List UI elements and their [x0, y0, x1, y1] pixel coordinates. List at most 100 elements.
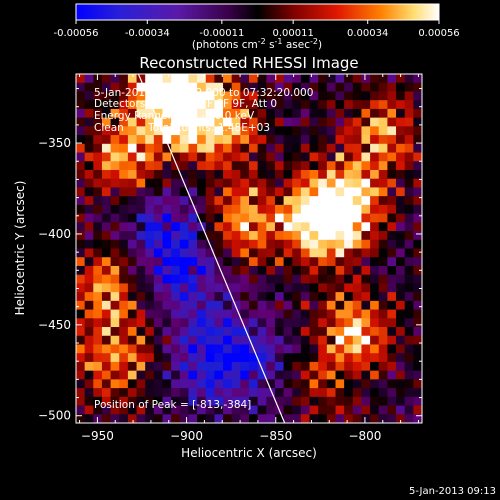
- heatmap-cell: [335, 161, 345, 171]
- heatmap-cell: [274, 396, 285, 407]
- heatmap-cell: [162, 344, 172, 354]
- heatmap-cell: [84, 231, 94, 241]
- heatmap-cell: [404, 300, 414, 311]
- heatmap-cell: [274, 292, 285, 302]
- heatmap-cell: [370, 161, 380, 171]
- heatmap-cell: [352, 353, 363, 363]
- heatmap-cell: [352, 74, 363, 84]
- heatmap-cell: [370, 117, 380, 127]
- heatmap-cell: [257, 370, 267, 380]
- heatmap-cell: [214, 91, 224, 101]
- heatmap-cell: [179, 169, 190, 180]
- heatmap-cell: [257, 405, 267, 415]
- heatmap-cell: [93, 82, 103, 93]
- heatmap-cell: [145, 318, 155, 328]
- heatmap-cell: [214, 108, 224, 119]
- heatmap-cell: [205, 388, 215, 398]
- heatmap-cell: [179, 414, 190, 423]
- heatmap-cell: [404, 379, 414, 389]
- heatmap-cell: [266, 353, 276, 363]
- heatmap-cell: [231, 318, 241, 328]
- heatmap-cell: [413, 370, 422, 380]
- heatmap-cell: [344, 239, 354, 250]
- heatmap-cell: [127, 388, 138, 398]
- heatmap-cell: [300, 161, 311, 171]
- heatmap-cell: [292, 204, 302, 215]
- heatmap-cell: [153, 187, 164, 197]
- heatmap-cell: [352, 327, 363, 337]
- heatmap-cell: [231, 117, 241, 127]
- heatmap-cell: [361, 292, 371, 302]
- heatmap-cell: [370, 126, 380, 136]
- heatmap-cell: [300, 126, 311, 136]
- heatmap-cell: [370, 344, 380, 354]
- heatmap-cell: [214, 117, 224, 127]
- heatmap-cell: [274, 248, 285, 258]
- heatmap-cell: [162, 292, 172, 302]
- heatmap-cell: [292, 265, 302, 276]
- heatmap-cell: [101, 257, 112, 267]
- heatmap-cell: [335, 388, 345, 398]
- heatmap-cell: [214, 300, 224, 311]
- heatmap-cell: [387, 405, 397, 415]
- heatmap-cell: [93, 379, 103, 389]
- heatmap-cell: [188, 117, 198, 127]
- heatmap-cell: [153, 353, 164, 363]
- heatmap-cell: [344, 405, 354, 415]
- heatmap-cell: [404, 204, 414, 215]
- heatmap-cell: [326, 178, 337, 189]
- heatmap-cell: [119, 274, 129, 284]
- heatmap-cell: [171, 204, 181, 215]
- heatmap-cell: [240, 187, 250, 197]
- heatmap-cell: [214, 126, 224, 136]
- heatmap-cell: [352, 405, 363, 415]
- heatmap-cell: [127, 257, 138, 267]
- heatmap-cell: [361, 300, 371, 311]
- heatmap-cell: [387, 309, 397, 319]
- heatmap-cell: [361, 196, 371, 206]
- heatmap-cell: [396, 379, 406, 389]
- heatmap-cell: [101, 196, 112, 206]
- heatmap-cell: [292, 187, 302, 197]
- heatmap-cell: [257, 309, 267, 319]
- heatmap-cell: [283, 335, 293, 346]
- heatmap-cell: [153, 74, 164, 84]
- heatmap-cell: [119, 335, 129, 346]
- heatmap-cell: [136, 117, 146, 127]
- heatmap-cell: [249, 117, 259, 127]
- heatmap-cell: [378, 344, 388, 354]
- heatmap-cell: [145, 74, 155, 84]
- peak-position-label: Position of Peak = [-813,-384]: [94, 399, 251, 411]
- heatmap-cell: [188, 126, 198, 136]
- heatmap-cell: [361, 161, 371, 171]
- heatmap-cell: [76, 152, 86, 162]
- heatmap-cell: [110, 100, 120, 110]
- heatmap-cell: [283, 143, 293, 154]
- heatmap-cell: [326, 152, 337, 162]
- heatmap-cell: [361, 388, 371, 398]
- heatmap-cell: [119, 213, 129, 223]
- heatmap-cell: [370, 257, 380, 267]
- heatmap-cell: [413, 213, 422, 223]
- heatmap-cell: [309, 414, 319, 423]
- heatmap-cell: [326, 274, 337, 284]
- heatmap-cell: [162, 396, 172, 407]
- heatmap-cell: [101, 126, 112, 136]
- heatmap-cell: [387, 361, 397, 372]
- heatmap-cell: [240, 239, 250, 250]
- heatmap-cell: [318, 265, 328, 276]
- heatmap-cell: [396, 117, 406, 127]
- heatmap-cell: [205, 265, 215, 276]
- heatmap-cell: [361, 169, 371, 180]
- heatmap-cell: [76, 91, 86, 101]
- heatmap-cell: [127, 379, 138, 389]
- heatmap-cell: [257, 248, 267, 258]
- heatmap-cell: [396, 344, 406, 354]
- heatmap-cell: [101, 239, 112, 250]
- heatmap-cell: [145, 82, 155, 93]
- heatmap-cell: [370, 370, 380, 380]
- heatmap-cell: [205, 213, 215, 223]
- heatmap-cell: [76, 396, 86, 407]
- heatmap-cell: [352, 257, 363, 267]
- heatmap-cell: [171, 396, 181, 407]
